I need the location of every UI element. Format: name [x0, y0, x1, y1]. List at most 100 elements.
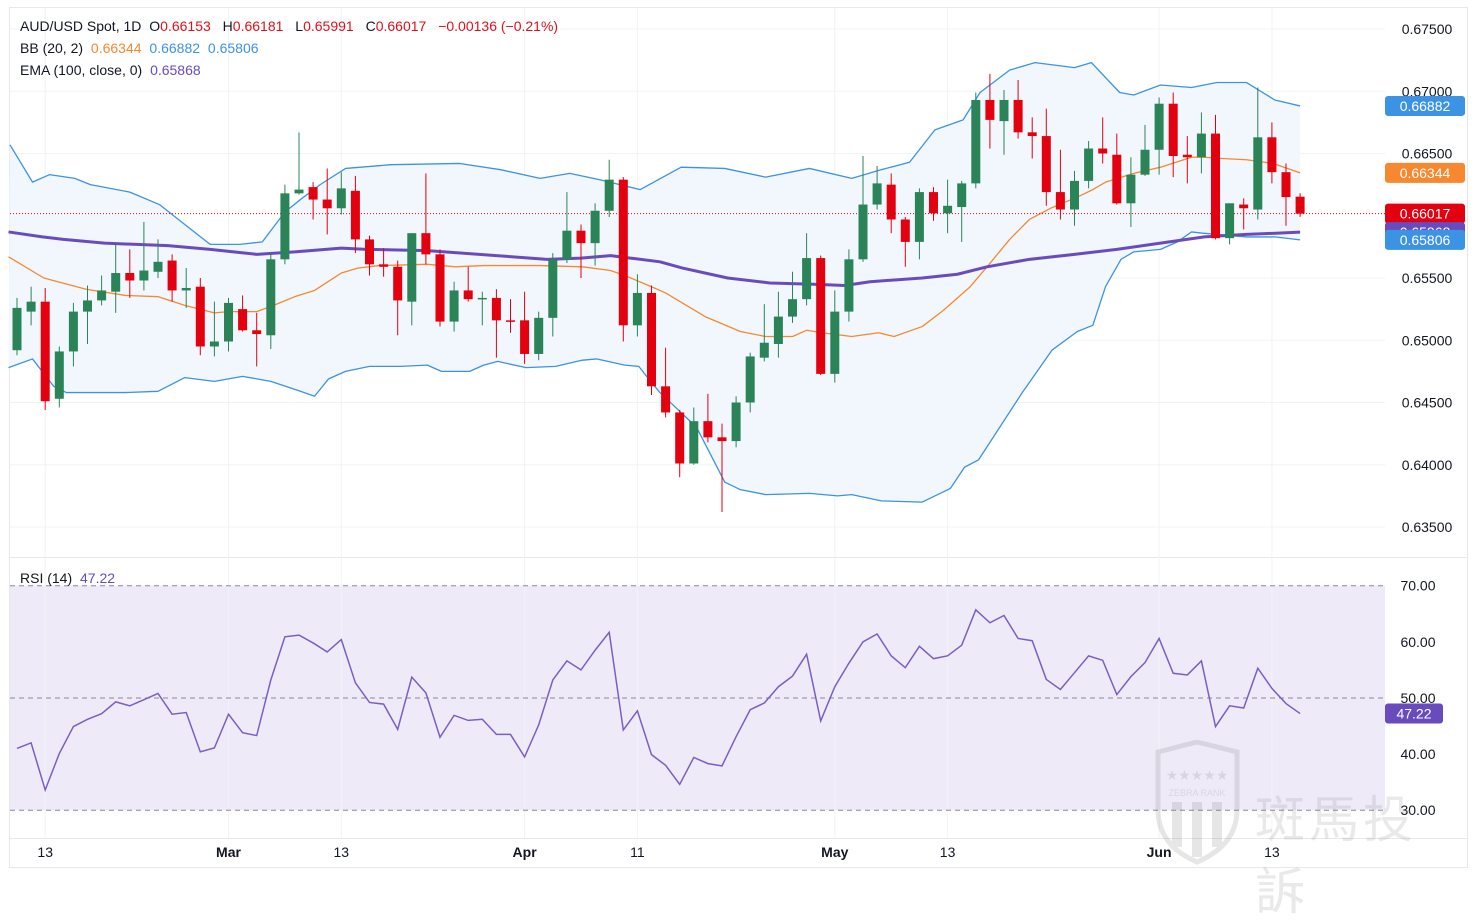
- candle-up[interactable]: [1196, 133, 1206, 158]
- candle-up[interactable]: [54, 351, 64, 399]
- candle-up[interactable]: [1154, 103, 1164, 150]
- candle-up[interactable]: [914, 192, 924, 242]
- candle-down[interactable]: [40, 301, 50, 402]
- candle-up[interactable]: [153, 261, 163, 272]
- candle-down[interactable]: [1027, 132, 1037, 137]
- candle-up[interactable]: [830, 311, 840, 374]
- rsi-legend[interactable]: RSI (14) 47.22: [20, 570, 119, 586]
- candle-down[interactable]: [125, 273, 135, 281]
- candle-up[interactable]: [689, 421, 699, 464]
- candle-up[interactable]: [477, 297, 487, 300]
- candle-down[interactable]: [1182, 154, 1192, 158]
- candle-down[interactable]: [576, 230, 586, 244]
- candle-up[interactable]: [294, 189, 304, 194]
- candle-down[interactable]: [1098, 148, 1108, 154]
- candle-down[interactable]: [308, 187, 318, 200]
- candle-up[interactable]: [336, 188, 346, 209]
- candle-down[interactable]: [647, 292, 656, 387]
- candle-up[interactable]: [1070, 180, 1079, 210]
- chart-canvas[interactable]: 0.67500 0.67000 0.66500 0.65500 0.65000 0.645…: [0, 0, 1475, 875]
- candle-up[interactable]: [97, 290, 107, 301]
- candle-up[interactable]: [731, 402, 741, 442]
- candle-up[interactable]: [548, 259, 558, 318]
- candle-up[interactable]: [1225, 203, 1235, 239]
- candle-down[interactable]: [717, 437, 727, 442]
- candle-up[interactable]: [26, 301, 36, 312]
- candle-down[interactable]: [195, 286, 205, 347]
- candle-up[interactable]: [1126, 174, 1136, 204]
- candle-up[interactable]: [1253, 137, 1263, 210]
- candle-down[interactable]: [520, 320, 530, 354]
- candle-down[interactable]: [675, 412, 685, 464]
- candle-down[interactable]: [463, 290, 473, 300]
- candle-down[interactable]: [816, 258, 826, 374]
- candle-up[interactable]: [1140, 149, 1150, 175]
- candle-up[interactable]: [111, 273, 121, 292]
- candle-up[interactable]: [872, 183, 882, 205]
- candle-down[interactable]: [1239, 204, 1249, 209]
- candle-down[interactable]: [238, 309, 248, 331]
- candle-down[interactable]: [1013, 99, 1023, 133]
- candle-down[interactable]: [618, 179, 628, 326]
- candle-down[interactable]: [322, 199, 332, 209]
- candle-down[interactable]: [379, 264, 389, 267]
- candle-up[interactable]: [209, 341, 219, 347]
- bb-basis-line[interactable]: [8, 156, 1301, 338]
- candle-up[interactable]: [802, 258, 812, 300]
- candle-up[interactable]: [971, 99, 981, 184]
- candle-up[interactable]: [745, 356, 755, 403]
- candle-up[interactable]: [957, 183, 967, 208]
- candle-up[interactable]: [224, 302, 233, 342]
- bb-legend[interactable]: BB (20, 2) 0.66344 0.66882 0.65806: [20, 40, 263, 56]
- candle-down[interactable]: [1112, 154, 1122, 204]
- candle-down[interactable]: [252, 330, 262, 335]
- candle-up[interactable]: [534, 317, 544, 354]
- candle-down[interactable]: [1055, 192, 1065, 210]
- candle-down[interactable]: [929, 192, 938, 214]
- candle-up[interactable]: [773, 316, 783, 344]
- candle-up[interactable]: [943, 205, 953, 214]
- candle-down[interactable]: [1211, 133, 1220, 239]
- candle-down[interactable]: [1281, 172, 1291, 198]
- candle-up[interactable]: [759, 342, 769, 358]
- candle-up[interactable]: [83, 300, 92, 312]
- ema-legend[interactable]: EMA (100, close, 0) 0.65868: [20, 62, 205, 78]
- candle-down[interactable]: [435, 254, 445, 322]
- candle-up[interactable]: [999, 99, 1009, 122]
- candle-down[interactable]: [167, 260, 177, 291]
- candle-down[interactable]: [1041, 136, 1051, 193]
- candle-down[interactable]: [1267, 137, 1277, 173]
- candle-up[interactable]: [562, 230, 572, 260]
- candle-up[interactable]: [280, 193, 290, 260]
- candle-down[interactable]: [421, 233, 431, 255]
- candle-down[interactable]: [350, 190, 360, 240]
- candle-up[interactable]: [788, 299, 797, 317]
- candle-down[interactable]: [1295, 196, 1305, 214]
- candle-down[interactable]: [900, 219, 910, 242]
- candle-down[interactable]: [703, 421, 713, 438]
- candle-down[interactable]: [365, 239, 374, 265]
- candle-up[interactable]: [858, 204, 868, 260]
- candle-up[interactable]: [139, 270, 149, 281]
- candle-down[interactable]: [506, 320, 515, 322]
- candle-up[interactable]: [68, 311, 78, 352]
- rsi-line[interactable]: [16, 608, 1301, 793]
- candle-down[interactable]: [661, 386, 671, 413]
- candle-up[interactable]: [407, 233, 417, 302]
- bb-upper-line[interactable]: [9, 61, 1301, 246]
- candle-up[interactable]: [604, 179, 614, 211]
- ema-100-line[interactable]: [8, 230, 1301, 287]
- candle-up[interactable]: [181, 287, 191, 291]
- candle-up[interactable]: [449, 290, 459, 322]
- candle-up[interactable]: [590, 210, 600, 244]
- candle-up[interactable]: [12, 307, 22, 351]
- candle-down[interactable]: [886, 184, 896, 220]
- candle-down[interactable]: [393, 266, 403, 301]
- candle-up[interactable]: [1084, 148, 1094, 181]
- candle-up[interactable]: [632, 292, 642, 326]
- candle-down[interactable]: [491, 297, 501, 321]
- candle-down[interactable]: [1168, 103, 1178, 156]
- candle-up[interactable]: [266, 259, 276, 336]
- candle-up[interactable]: [844, 259, 854, 312]
- candle-down[interactable]: [985, 99, 995, 120]
